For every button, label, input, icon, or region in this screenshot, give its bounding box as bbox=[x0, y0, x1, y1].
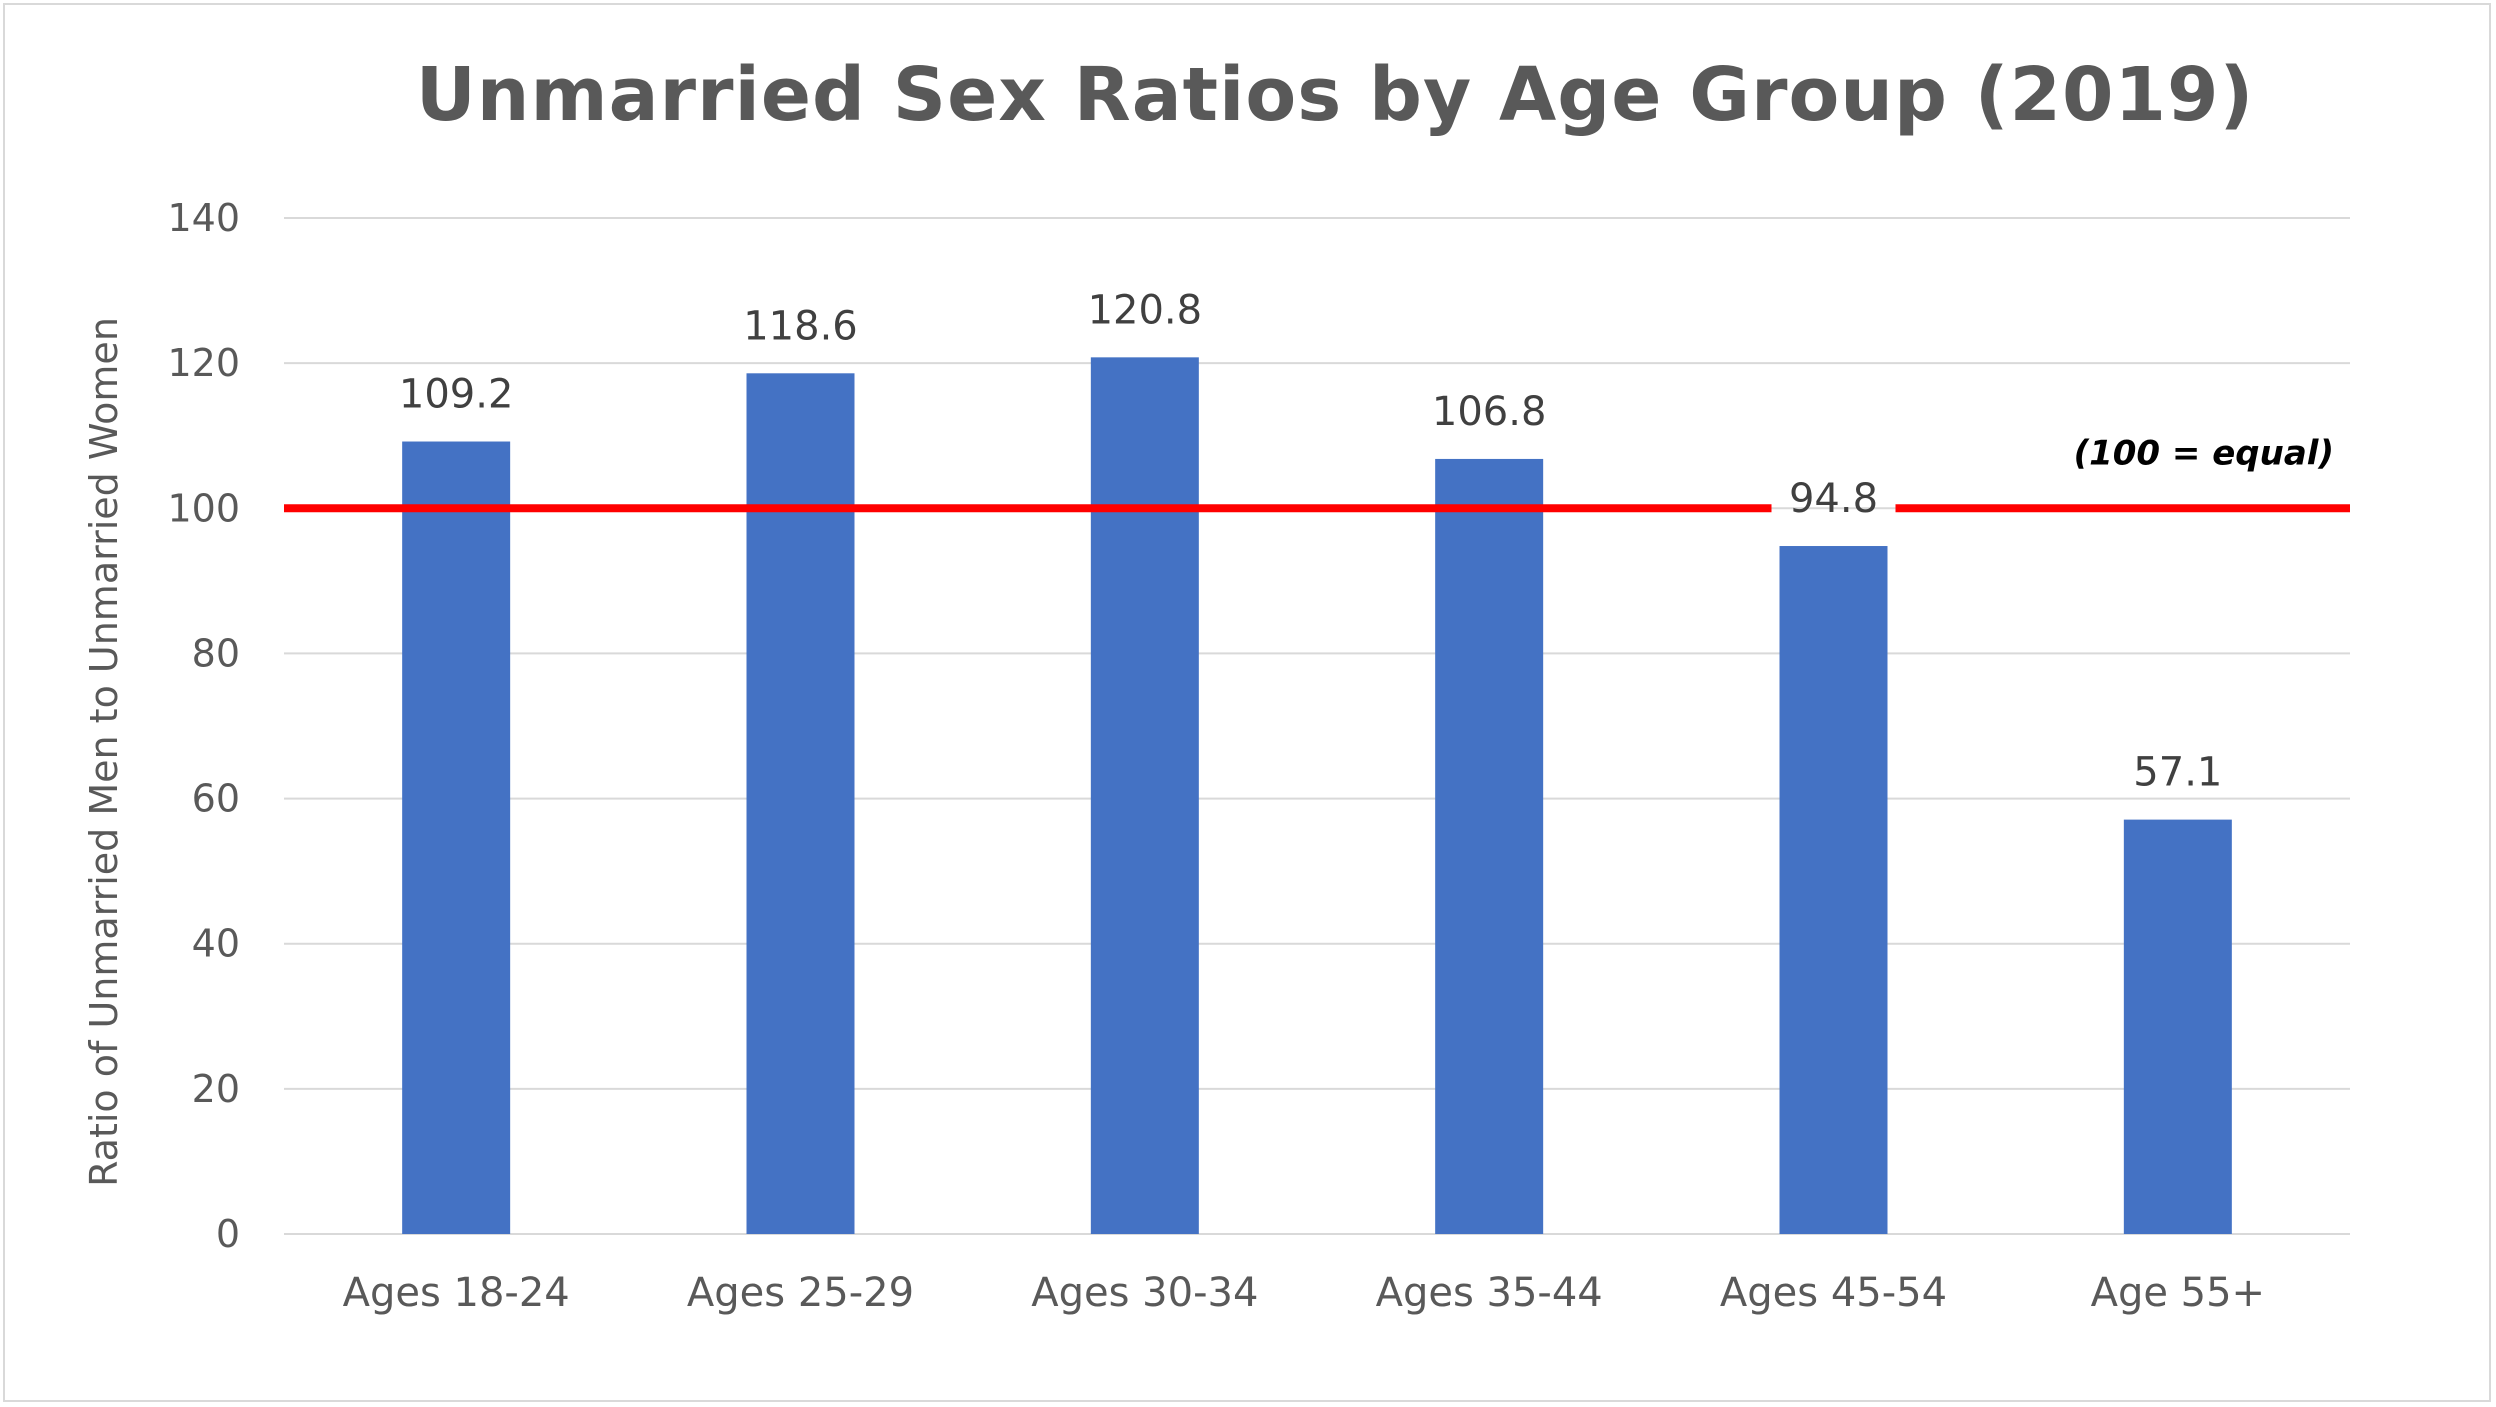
reference-line-note: (100 = equal) bbox=[2074, 433, 2334, 473]
data-labels: 109.2 118.6 120.8 106.8 94.8 57.1 bbox=[399, 287, 2222, 795]
bar bbox=[402, 441, 511, 1234]
bar bbox=[1779, 546, 1888, 1234]
chart-frame bbox=[3, 3, 2491, 1402]
data-label: 106.8 bbox=[1432, 389, 1547, 435]
bar bbox=[2123, 819, 2232, 1234]
y-tick-label: 120 bbox=[167, 341, 240, 385]
y-tick-label: 0 bbox=[216, 1212, 240, 1256]
y-tick-label: 100 bbox=[167, 486, 240, 530]
y-tick-label: 140 bbox=[167, 196, 240, 240]
data-label: 94.8 bbox=[1789, 476, 1878, 522]
bar bbox=[746, 373, 855, 1234]
y-tick-labels: 0 20 40 60 80 100 120 140 bbox=[167, 196, 240, 1256]
bar bbox=[1090, 357, 1199, 1234]
x-tick-labels: Ages 18-24 Ages 25-29 Ages 30-34 Ages 35-44… bbox=[343, 1270, 2265, 1316]
y-tick-label: 60 bbox=[192, 777, 240, 821]
y-tick-label: 80 bbox=[192, 631, 240, 675]
x-tick-label: Age 55+ bbox=[2091, 1270, 2266, 1316]
data-label: 120.8 bbox=[1088, 287, 1203, 333]
x-tick-label: Ages 25-29 bbox=[687, 1270, 914, 1316]
x-tick-label: Ages 45-54 bbox=[1720, 1270, 1947, 1316]
x-tick-label: Ages 30-34 bbox=[1031, 1270, 1258, 1316]
y-tick-label: 20 bbox=[192, 1067, 240, 1111]
data-label: 109.2 bbox=[399, 372, 514, 418]
reference-line-group: (100 = equal) bbox=[284, 433, 2350, 513]
chart-title: Unmarried Sex Ratios by Age Group (2019) bbox=[415, 52, 2255, 138]
y-tick-label: 40 bbox=[192, 922, 240, 966]
gridlines bbox=[284, 217, 2350, 1235]
bar bbox=[1435, 458, 1544, 1234]
data-label: 118.6 bbox=[743, 303, 858, 349]
x-tick-label: Ages 18-24 bbox=[343, 1270, 570, 1316]
x-tick-label: Ages 35-44 bbox=[1376, 1270, 1603, 1316]
bars bbox=[402, 357, 2232, 1234]
data-label: 57.1 bbox=[2133, 750, 2222, 796]
